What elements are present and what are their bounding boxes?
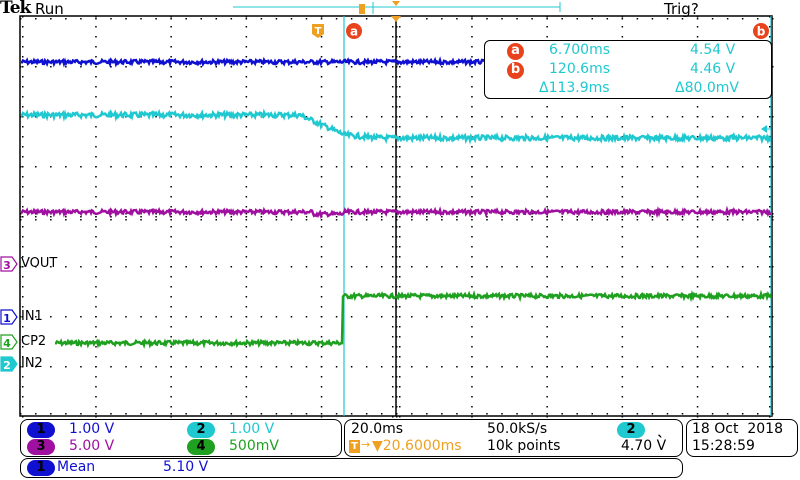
- cursor-b-volt: 4.46 V: [690, 61, 736, 77]
- cursor-a-icon: a: [507, 43, 524, 60]
- trigger-delay[interactable]: ▼20.6000ms: [372, 438, 462, 454]
- horizontal-scale[interactable]: 20.0ms: [351, 421, 404, 437]
- ch2-waveform: [20, 108, 772, 145]
- svg-text:a: a: [350, 25, 358, 39]
- trigger-position-icon: T: [349, 440, 360, 453]
- ch2-badge[interactable]: 2: [187, 422, 215, 438]
- record-length: 10k points: [487, 438, 561, 454]
- ch2-scale[interactable]: 1.00 V: [229, 421, 275, 437]
- brand-logo: Tek: [0, 0, 31, 18]
- ch3-label: VOUT: [21, 256, 58, 271]
- cursor-a-time: 6.700ms: [549, 42, 611, 58]
- ch3-badge[interactable]: 3: [27, 439, 55, 455]
- svg-text:3: 3: [3, 259, 11, 272]
- svg-text:T: T: [315, 26, 322, 37]
- ch1-label: IN1: [21, 309, 43, 324]
- ch4-marker-icon: 4: [0, 334, 18, 350]
- arrow-right-icon: →: [361, 438, 371, 451]
- cursor-b-icon: b: [507, 62, 524, 79]
- cursor-readout-panel: a b 6.700ms 120.6ms Δ113.9ms 4.54 V 4.46…: [484, 40, 772, 99]
- ch1-marker-icon: 1: [0, 309, 18, 325]
- svg-text:1: 1: [3, 312, 11, 325]
- ch3-waveform: [20, 205, 772, 220]
- ch2-marker-icon: 2: [0, 356, 18, 372]
- ch1-badge[interactable]: 1: [27, 422, 55, 438]
- ch4-badge[interactable]: 4: [187, 439, 215, 455]
- ch4-scale[interactable]: 500mV: [229, 438, 279, 454]
- time: 15:28:59: [692, 438, 755, 454]
- trigger-source-badge[interactable]: 2: [617, 422, 645, 438]
- cursor-delta-volt: Δ80.0mV: [675, 80, 739, 96]
- cursor-delta-time: Δ113.9ms: [539, 80, 610, 96]
- measurement-channel-badge: 1: [27, 460, 55, 476]
- ch4-label: CP2: [21, 334, 47, 349]
- svg-text:4: 4: [3, 337, 11, 350]
- datetime-panel: 18 Oct 2018 15:28:59: [686, 419, 798, 457]
- trigger-level[interactable]: 4.70 V: [621, 438, 667, 454]
- ch1-scale[interactable]: 1.00 V: [69, 421, 115, 437]
- channel-scale-panel[interactable]: 1 1.00 V 2 1.00 V 3 5.00 V 4 500mV: [20, 419, 342, 457]
- timebase-panel[interactable]: 20.0ms 50.0kS/s 2 ˎ T → ▼20.6000ms 10k p…: [344, 419, 683, 457]
- cursor-b-badge: b: [753, 23, 769, 39]
- trigger-position-icon: [391, 16, 401, 22]
- measurement-name: Mean: [57, 459, 96, 475]
- date: 18 Oct 2018: [692, 421, 783, 437]
- ch3-marker-icon: 3: [0, 256, 18, 272]
- record-view-bar: [233, 1, 561, 14]
- cursor-a-volt: 4.54 V: [690, 42, 736, 58]
- svg-text:b: b: [757, 25, 766, 39]
- acquisition-state: Run: [35, 0, 64, 18]
- ch3-scale[interactable]: 5.00 V: [69, 438, 115, 454]
- measurement-value: 5.10 V: [163, 459, 209, 475]
- ch2-level-arrow-icon: [761, 125, 767, 133]
- sample-rate: 50.0kS/s: [487, 421, 548, 437]
- trigger-marker-icon: T: [312, 24, 324, 38]
- cursor-b-time: 120.6ms: [549, 61, 611, 77]
- cursor-a-badge: a: [346, 23, 362, 39]
- ch4-waveform: [54, 289, 773, 349]
- ch2-label: IN2: [21, 356, 43, 371]
- measurement-panel[interactable]: 1 Mean 5.10 V: [20, 458, 683, 478]
- svg-text:2: 2: [3, 359, 11, 372]
- trigger-slope-falling-icon: ˎ: [657, 420, 665, 438]
- trigger-status: Trig?: [664, 0, 699, 18]
